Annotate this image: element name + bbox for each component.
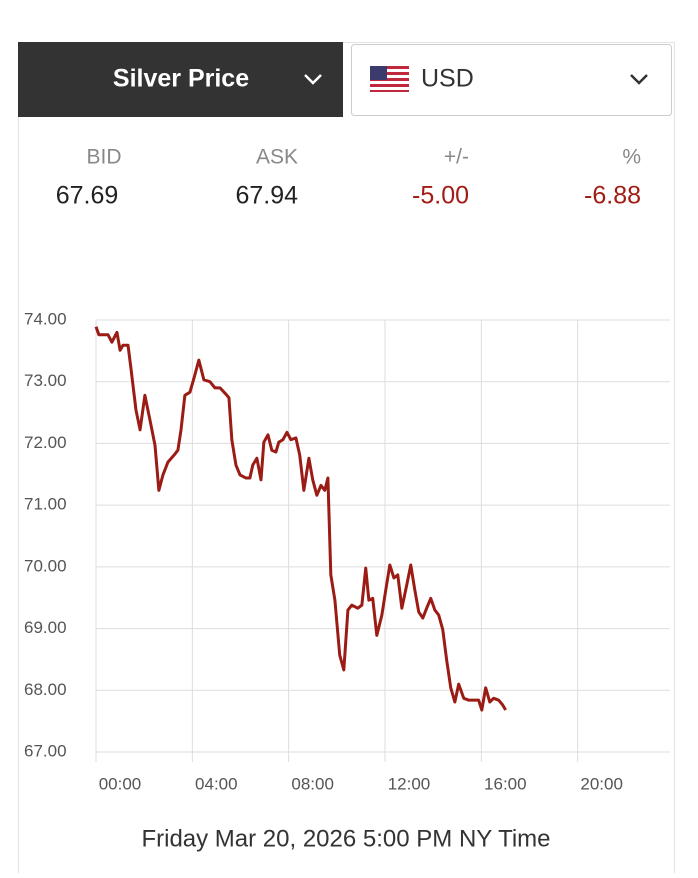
stat-label: % — [622, 146, 641, 169]
x-tick-label: 20:00 — [580, 774, 623, 793]
metal-select[interactable] — [18, 42, 343, 117]
y-tick-label: 74.00 — [24, 309, 67, 328]
y-tick-label: 67.00 — [24, 741, 67, 760]
price-line — [94, 326, 507, 712]
x-tick-label: 04:00 — [195, 774, 238, 793]
stat-value: -5.00 — [412, 182, 469, 210]
stat-value: -6.88 — [584, 182, 641, 210]
metal-label: Silver Price — [113, 65, 249, 93]
stat-label: BID — [86, 146, 121, 169]
y-tick-label: 69.00 — [24, 618, 67, 637]
y-tick-label: 70.00 — [24, 556, 67, 575]
x-tick-label: 00:00 — [99, 774, 142, 793]
chevron — [630, 74, 648, 85]
y-tick-label: 72.00 — [24, 433, 67, 452]
currency-label: USD — [421, 65, 474, 93]
x-tick-label: 16:00 — [484, 774, 527, 793]
stat-label: +/- — [444, 146, 469, 169]
x-axis-label: Friday Mar 20, 2026 5:00 PM NY Time — [141, 825, 550, 852]
stat-label: ASK — [256, 146, 298, 169]
x-tick-label: 12:00 — [388, 774, 431, 793]
y-tick-label: 71.00 — [24, 495, 67, 514]
y-tick-label: 73.00 — [24, 371, 67, 390]
plot: 67.00 68.00 69.00 70.00 71.00 72.00 73.00 74.00… — [24, 309, 670, 793]
card — [18, 42, 675, 878]
chevron — [304, 74, 322, 85]
stat-value: 67.69 — [56, 182, 119, 210]
x-tick-label: 08:00 — [291, 774, 334, 793]
currency-select[interactable] — [351, 44, 672, 116]
stat-value: 67.94 — [235, 182, 298, 210]
flag — [370, 66, 409, 92]
y-tick-label: 68.00 — [24, 680, 67, 699]
